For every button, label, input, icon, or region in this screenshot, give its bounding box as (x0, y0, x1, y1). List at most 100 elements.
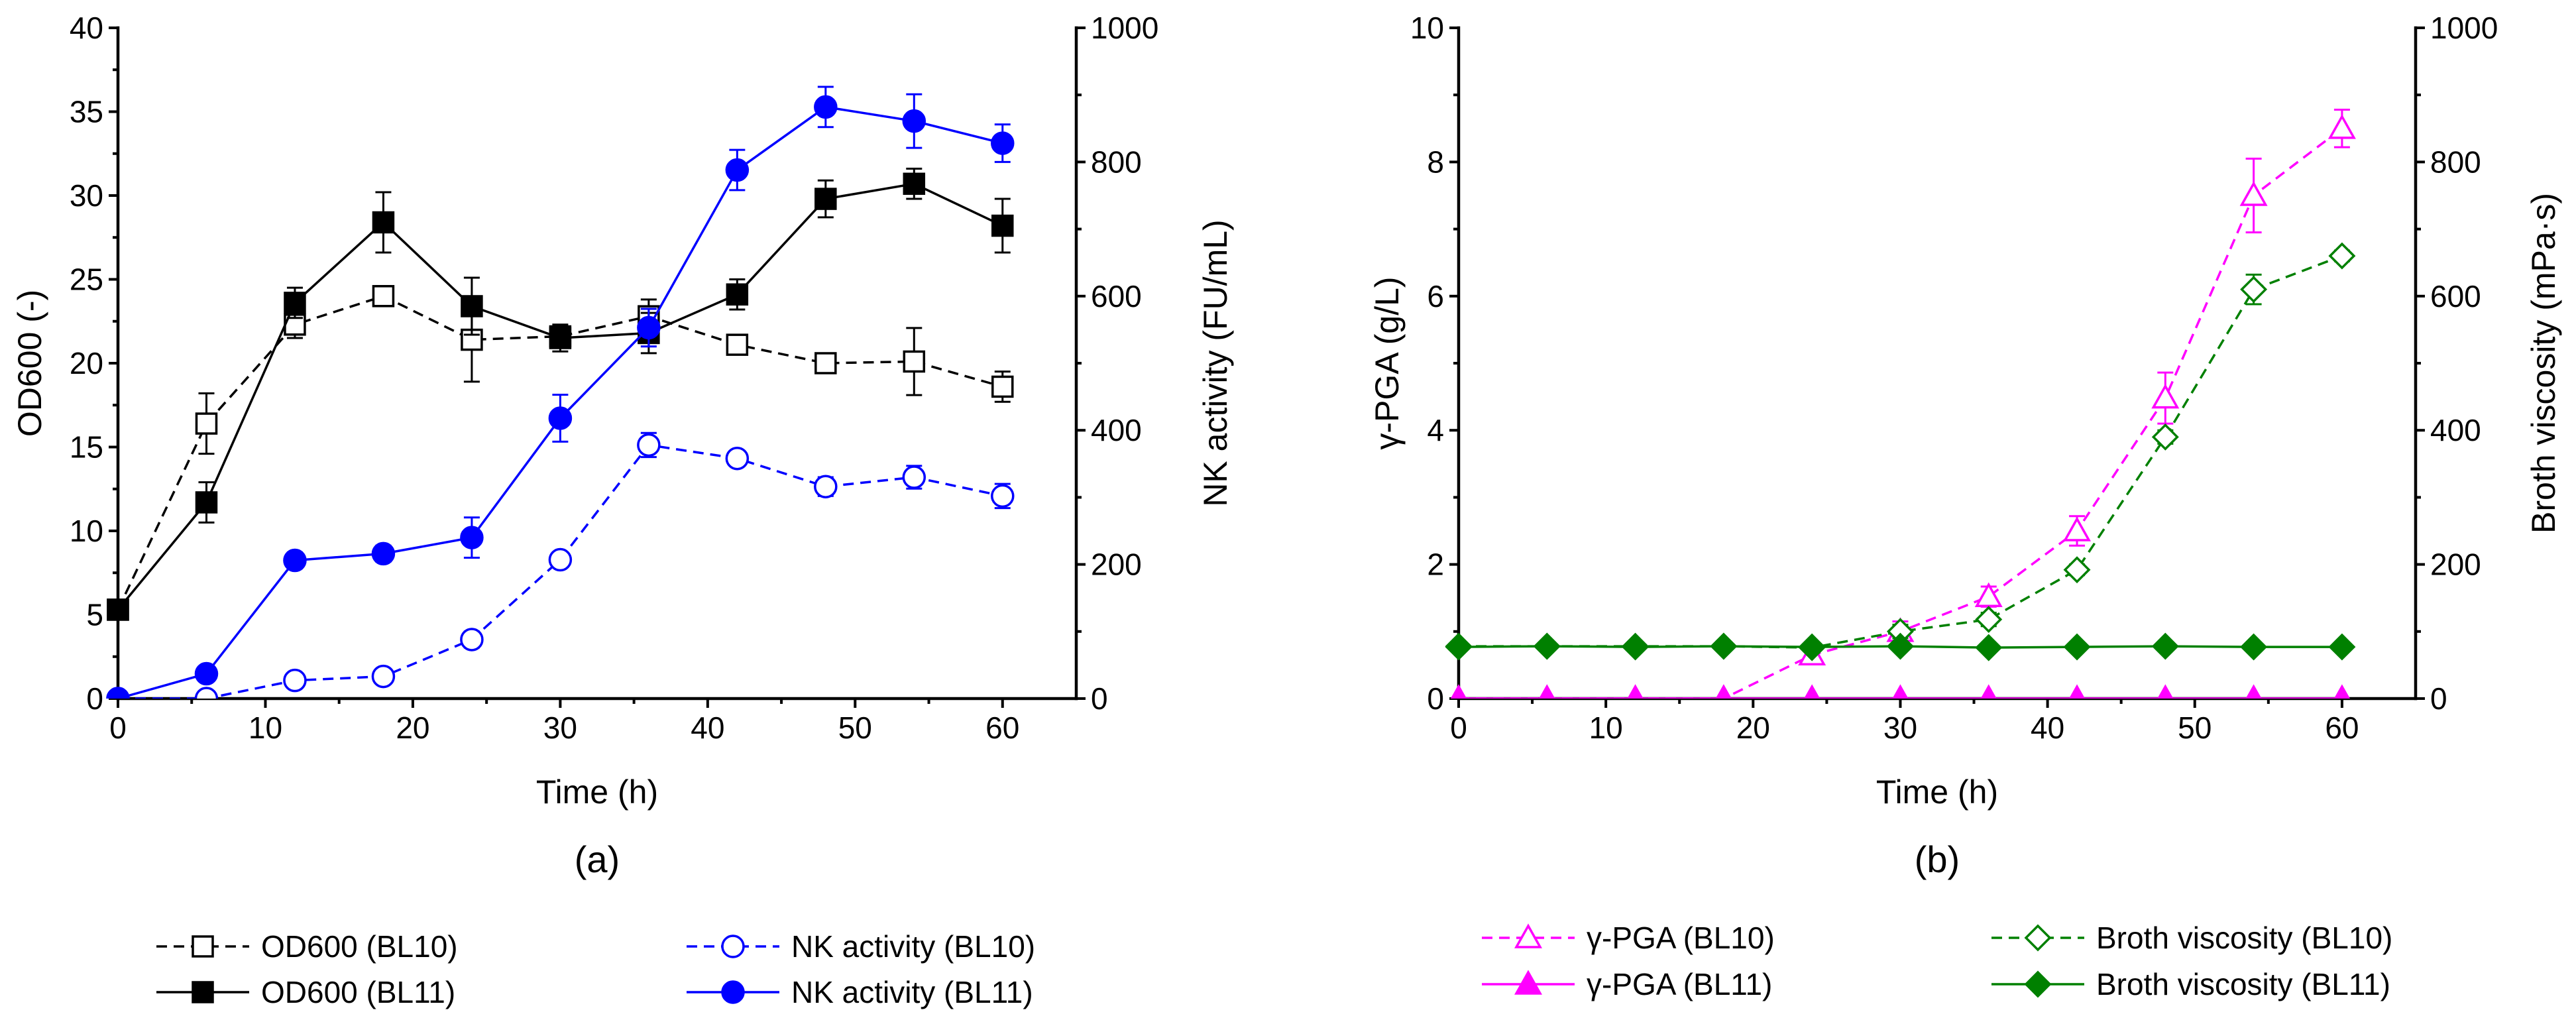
legend-item-broth-viscosity-bl11: Broth viscosity (BL11) (1991, 967, 2390, 1001)
panel-a-y-tick-label-20: 20 (70, 346, 103, 380)
od600-bl10-marker-48h (814, 352, 837, 374)
od600-bl10-marker-6h (195, 412, 218, 435)
panel-b-y-tick-label-10: 10 (1410, 11, 1444, 45)
od600-bl11-marker-12h (284, 292, 306, 314)
broth-viscosity-bl10-marker-60h (2328, 242, 2356, 270)
broth-viscosity-bl11-marker-48h (2151, 632, 2179, 660)
nk-activity-bl11-marker-54h (902, 109, 926, 133)
panel-b-y-tick-label-6: 6 (1427, 279, 1444, 313)
panel-b: 0 10 20 30 40 50 60024681002004006008001000Tim… (1369, 11, 2562, 1001)
legend-nk-activity-bl10-label: NK activity (BL10) (791, 929, 1035, 964)
nk-activity-bl11-marker-18h (371, 541, 396, 566)
broth-viscosity-bl10-series (1445, 242, 2356, 661)
panel-b-y2-tick-label-1000: 1000 (2430, 11, 2498, 45)
broth-viscosity-bl11-marker-6h (1533, 632, 1561, 660)
panel-a-y-tick-label-25: 25 (70, 262, 103, 297)
legend-item-pga-bl10: γ-PGA (BL10) (1482, 921, 1775, 955)
panel-a-y2-axis-title: NK activity (FU/mL) (1197, 219, 1234, 506)
legend-pga-bl11-label: γ-PGA (BL11) (1587, 967, 1772, 1001)
od600-bl11-marker-0h (107, 598, 129, 621)
broth-viscosity-bl11-marker-30h (1886, 632, 1914, 660)
panel-a-y2-tick-label-600: 600 (1091, 279, 1142, 313)
panel-a-y-tick-label-10: 10 (70, 514, 103, 548)
od600-bl11-marker-30h (549, 327, 572, 349)
panel-b-y2-tick-label-0: 0 (2430, 681, 2447, 716)
od600-bl11-marker-60h (991, 214, 1014, 237)
legend-item-nk-activity-bl10: NK activity (BL10) (687, 929, 1035, 964)
panel-a-y-tick-label-0: 0 (86, 681, 103, 716)
panel-a-x-tick-label-40: 40 (691, 710, 724, 745)
pga-bl11-marker-0h (1450, 684, 1467, 699)
od600-bl10-marker-54h (903, 350, 926, 373)
legend-item-nk-activity-bl11: NK activity (BL11) (687, 975, 1033, 1009)
panel-b-x-tick-label-40: 40 (2031, 710, 2064, 745)
broth-viscosity-bl10-line (1459, 255, 2343, 649)
nk-activity-bl11-marker-30h (548, 406, 573, 430)
panel-a-y2-tick-label-200: 200 (1091, 547, 1142, 582)
nk-activity-bl10-marker-54h (902, 465, 926, 489)
panel-a-y-tick-label-5: 5 (86, 598, 103, 632)
panel-b-x-tick-label-0: 0 (1450, 710, 1467, 745)
panel-a-y-axis-title: OD600 (-) (11, 290, 48, 437)
od600-bl11-marker-54h (903, 172, 926, 196)
panel-a: 0 10 20 30 40 50 60051015202530354002004006008… (11, 11, 1234, 1009)
panel-b-x-tick-label-60: 60 (2325, 710, 2359, 745)
pga-bl11-marker-18h (1715, 684, 1732, 699)
panel-a-y2-tick-label-1000: 1000 (1091, 11, 1158, 45)
panel-a-y-tick-label-35: 35 (70, 95, 103, 129)
pga-bl11-marker-60h (2333, 684, 2351, 699)
nk-activity-bl11-marker-24h (460, 526, 484, 549)
pga-bl11-marker-48h (2157, 684, 2174, 699)
nk-activity-bl10-marker-48h (814, 475, 838, 498)
nk-activity-bl11-marker-36h (637, 315, 661, 340)
pga-bl11-marker-24h (1804, 684, 1820, 699)
panel-b-label: (b) (1915, 838, 1960, 880)
pga-bl11-marker-30h (1892, 684, 1909, 699)
panel-b-x-tick-label-10: 10 (1589, 710, 1623, 745)
nk-activity-bl11-marker-0h (106, 687, 130, 699)
panel-a-y2-tick-label-400: 400 (1091, 413, 1142, 447)
nk-activity-bl10-series (106, 431, 1015, 699)
pga-bl10-marker-36h (1974, 582, 2003, 607)
nk-activity-bl10-marker-6h (194, 687, 219, 699)
broth-viscosity-bl11-marker-36h (1975, 634, 2003, 661)
nk-activity-bl11-marker-60h (991, 131, 1015, 155)
panel-b-y2-tick-label-200: 200 (2430, 547, 2481, 582)
legend-od600-bl11-marker (192, 981, 214, 1003)
broth-viscosity-bl11-marker-0h (1445, 633, 1473, 661)
pga-bl11-marker-54h (2245, 684, 2262, 699)
legend-item-od600-bl10: OD600 (BL10) (156, 929, 458, 964)
od600-bl11-marker-24h (461, 295, 483, 317)
panel-a-x-tick-label-0: 0 (109, 710, 127, 745)
panel-a-x-tick-label-60: 60 (985, 710, 1019, 745)
od600-bl11-marker-18h (372, 211, 395, 234)
od600-bl10-line (117, 295, 1003, 610)
nk-activity-bl11-marker-48h (814, 95, 838, 119)
od600-bl10-marker-18h (372, 285, 395, 308)
od600-bl11-marker-6h (195, 491, 218, 514)
legend-nk-activity-bl11-marker (721, 980, 745, 1004)
nk-activity-bl10-marker-42h (725, 446, 750, 471)
nk-activity-bl10-marker-36h (637, 433, 661, 457)
legend-od600-bl10-label: OD600 (BL10) (261, 929, 458, 964)
nk-activity-bl11-marker-42h (725, 158, 750, 182)
broth-viscosity-bl11-series (1445, 632, 2356, 661)
legend-pga-bl10-marker (1514, 923, 1542, 948)
legend-pga-bl10-label: γ-PGA (BL10) (1587, 921, 1775, 955)
pga-bl10-marker-54h (2239, 181, 2268, 206)
pga-bl11-marker-12h (1627, 684, 1644, 699)
od600-bl10-marker-42h (726, 333, 749, 356)
legend-item-pga-bl11: γ-PGA (BL11) (1482, 967, 1772, 1001)
panel-a-x-tick-label-10: 10 (249, 710, 282, 745)
pga-bl11-marker-36h (1980, 684, 1997, 699)
broth-viscosity-bl10-marker-42h (2063, 556, 2091, 584)
pga-bl11-marker-6h (1539, 684, 1555, 699)
broth-viscosity-bl11-marker-12h (1622, 633, 1650, 661)
panel-a-x-tick-label-20: 20 (396, 710, 429, 745)
legend-od600-bl11-label: OD600 (BL11) (261, 975, 455, 1009)
panel-b-y-tick-label-4: 4 (1427, 413, 1444, 447)
broth-viscosity-bl10-marker-36h (1975, 606, 2003, 634)
panel-b-y-tick-label-2: 2 (1427, 547, 1444, 582)
panel-b-y-tick-label-0: 0 (1427, 681, 1444, 716)
